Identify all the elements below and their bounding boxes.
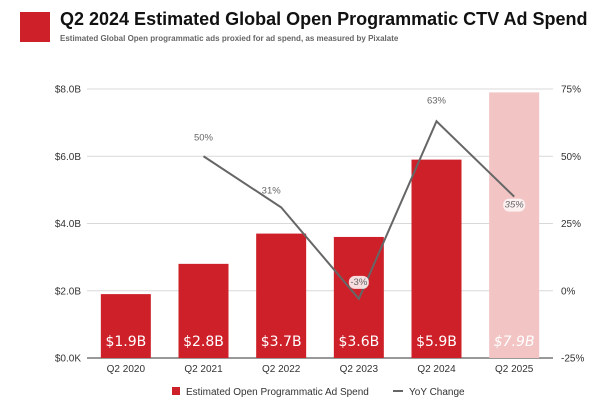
bar xyxy=(178,263,229,358)
bar-value-label: $7.9B xyxy=(494,334,535,350)
x-tick-label: Q2 2025 xyxy=(495,364,534,375)
brand-logo-square xyxy=(20,12,50,42)
y-right-tick-label: -25% xyxy=(561,354,584,365)
legend-label-bars: Estimated Open Programmatic Ad Spend xyxy=(186,387,369,398)
y-left-tick-label: $0.0K xyxy=(55,354,81,365)
bar-value-label: $1.9B xyxy=(105,334,146,350)
x-tick-label: Q2 2021 xyxy=(184,364,223,375)
x-tick-label: Q2 2020 xyxy=(107,364,146,375)
legend-label-line: YoY Change xyxy=(409,387,465,398)
x-tick-label: Q2 2022 xyxy=(262,364,301,375)
bar xyxy=(489,92,540,359)
x-tick-label: Q2 2024 xyxy=(417,364,456,375)
chart-subtitle: Estimated Global Open programmatic ads p… xyxy=(60,34,399,43)
yoy-line xyxy=(202,119,515,301)
line-label-backdrop xyxy=(503,198,526,212)
bar-value-label: $2.8B xyxy=(183,334,224,350)
x-tick-label: Q2 2023 xyxy=(340,364,379,375)
y-right-tick-label: 0% xyxy=(561,286,576,297)
y-right-tick-label: 75% xyxy=(561,85,581,96)
chart-header: Q2 2024 Estimated Global Open Programmat… xyxy=(0,0,607,60)
line-label-backdrop xyxy=(348,275,369,289)
line-value-label: -3% xyxy=(350,277,367,288)
line-value-label: 63% xyxy=(427,95,447,106)
bar xyxy=(100,294,151,358)
line-value-label: 35% xyxy=(505,200,525,211)
y-left-tick-label: $2.0B xyxy=(55,286,81,297)
y-right-tick-label: 25% xyxy=(561,219,581,230)
bar xyxy=(256,233,307,358)
y-left-tick-label: $6.0B xyxy=(55,152,81,163)
bar-value-label: $3.7B xyxy=(261,334,302,350)
y-left-tick-label: $8.0B xyxy=(55,85,81,96)
legend-swatch-bars xyxy=(172,387,180,395)
y-left-tick-label: $4.0B xyxy=(55,219,81,230)
bar-value-label: $3.6B xyxy=(338,334,379,350)
line-value-label: 50% xyxy=(194,132,214,143)
line-value-label: 31% xyxy=(262,185,282,196)
bar-value-label: $5.9B xyxy=(416,334,457,350)
bar xyxy=(411,159,462,358)
chart-title: Q2 2024 Estimated Global Open Programmat… xyxy=(60,9,588,29)
y-right-tick-label: 50% xyxy=(561,152,581,163)
